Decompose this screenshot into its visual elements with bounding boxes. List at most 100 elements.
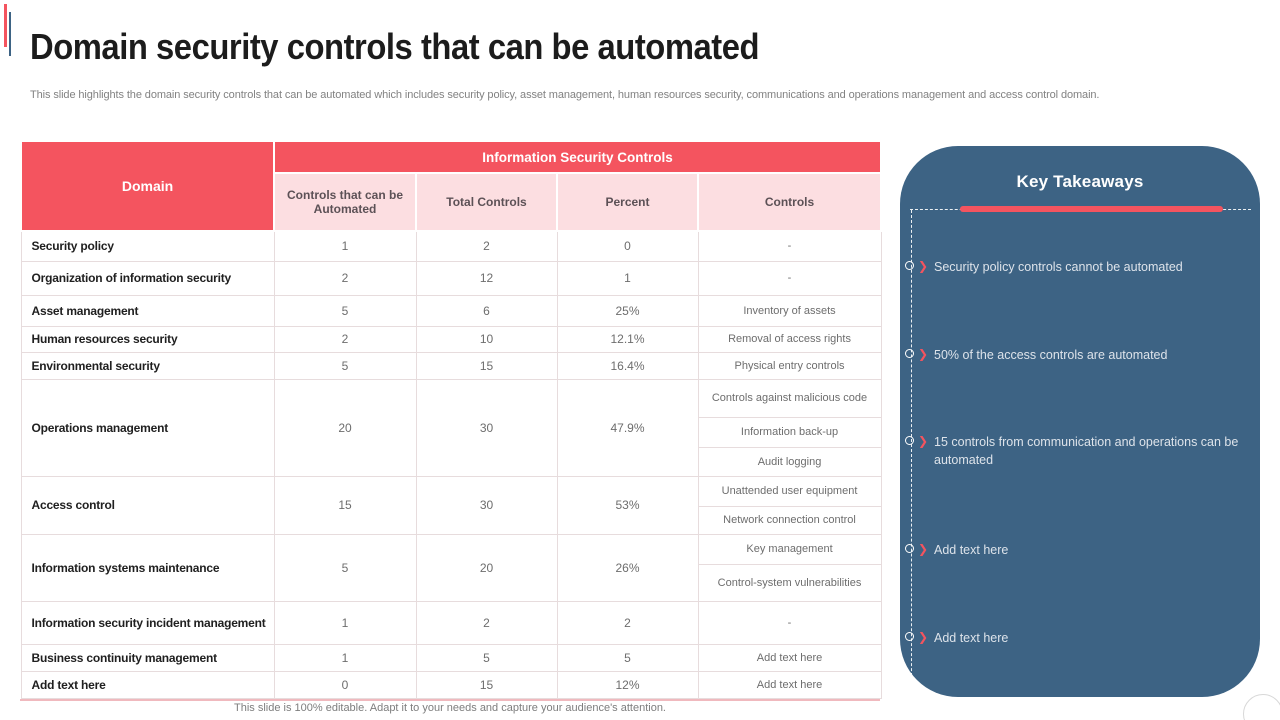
group-header-cell: Information Security Controls bbox=[272, 140, 883, 174]
control-cell: Physical entry controls bbox=[697, 351, 882, 380]
control-cell: - bbox=[697, 230, 882, 262]
table-row: Information security incident management… bbox=[20, 600, 882, 645]
takeaway-item-label: Security policy controls cannot be autom… bbox=[934, 260, 1183, 274]
percent-cell: 12.1% bbox=[556, 325, 699, 353]
control-cell: Removal of access rights bbox=[697, 325, 882, 353]
control-cell: Information back-up bbox=[697, 416, 882, 448]
percent-cell: 12% bbox=[556, 670, 699, 699]
control-cell: Key management bbox=[697, 533, 882, 565]
total-controls-cell: 12 bbox=[415, 260, 558, 296]
bullet-chevron-icon: ❯ bbox=[918, 259, 929, 273]
subheader-controls-automated: Controls that can be Automated bbox=[273, 172, 417, 232]
total-controls-cell: 2 bbox=[415, 230, 558, 262]
takeaway-item: ❯ Security policy controls cannot be auto… bbox=[905, 258, 1248, 276]
title-accent-blue-bar bbox=[9, 12, 11, 56]
control-cell: Controls against malicious code bbox=[697, 378, 882, 418]
table-row: Access control 15 30 53% Unattended user equ… bbox=[20, 475, 882, 535]
control-cell: Control-system vulnerabilities bbox=[697, 563, 882, 602]
table-row: Information back-up bbox=[21, 416, 882, 448]
table-row: Add text here 0 15 12% Add text here bbox=[20, 670, 882, 699]
domain-header-cell: Domain bbox=[20, 140, 275, 232]
total-controls-cell: 2 bbox=[415, 600, 558, 645]
takeaways-red-underline bbox=[960, 206, 1223, 212]
bullet-circle-icon bbox=[905, 544, 914, 553]
key-takeaways-panel: Key Takeaways ❯ Security policy controls … bbox=[900, 146, 1260, 697]
domain-cell: Security policy bbox=[20, 230, 275, 262]
percent-cell: 1 bbox=[556, 260, 699, 296]
percent-cell: 5 bbox=[556, 643, 699, 672]
automated-count-cell: 5 bbox=[273, 533, 417, 602]
total-controls-cell: 20 bbox=[415, 533, 558, 602]
subheader-total-controls: Total Controls bbox=[415, 172, 558, 232]
automated-count-cell: 1 bbox=[273, 600, 417, 645]
automated-count-cell: 2 bbox=[273, 260, 417, 296]
takeaway-item: ❯ 50% of the access controls are automate… bbox=[905, 346, 1248, 364]
takeaway-item[interactable]: ❯ Add text here bbox=[905, 629, 1248, 647]
takeaway-item-label: Add text here bbox=[934, 631, 1009, 645]
subheader-percent: Percent bbox=[556, 172, 699, 232]
domain-cell[interactable]: Add text here bbox=[20, 670, 275, 699]
table-row: Environmental security 5 15 16.4% Physical e… bbox=[20, 351, 882, 380]
takeaway-item[interactable]: ❯ Add text here bbox=[905, 541, 1248, 559]
control-cell[interactable]: Add text here bbox=[697, 643, 882, 672]
takeaways-vertical-dashed-line bbox=[911, 210, 912, 686]
table-row: Security policy 1 2 0- bbox=[20, 230, 882, 262]
bullet-circle-icon bbox=[905, 632, 914, 641]
total-controls-cell: 6 bbox=[415, 294, 558, 327]
domain-cell: Operations management bbox=[20, 378, 275, 477]
domain-cell: Access control bbox=[20, 475, 275, 535]
table-row: Information systems maintenance 5 20 26% Key… bbox=[20, 533, 882, 602]
bullet-chevron-icon: ❯ bbox=[918, 347, 929, 361]
takeaway-item: ❯ 15 controls from communication and oper… bbox=[905, 433, 1248, 469]
percent-cell: 47.9% bbox=[556, 378, 699, 477]
control-cell: Network connection control bbox=[697, 505, 882, 535]
domain-cell: Information systems maintenance bbox=[20, 533, 275, 602]
percent-cell: 16.4% bbox=[556, 351, 699, 380]
automated-count-cell: 1 bbox=[273, 230, 417, 262]
table-subheader-row: Controls that can be Automated Total Con… bbox=[21, 172, 883, 232]
domain-cell: Asset management bbox=[20, 294, 275, 327]
table-body: Security policy 1 2 0- Organization of infor… bbox=[20, 230, 882, 699]
control-cell: - bbox=[697, 260, 882, 296]
slide-subtitle: This slide highlights the domain securit… bbox=[30, 89, 1100, 101]
domain-cell: Organization of information security bbox=[20, 260, 275, 296]
table-row: Human resources security 2 10 12.1% Removal … bbox=[20, 325, 882, 353]
total-controls-cell: 30 bbox=[415, 378, 558, 477]
percent-cell: 53% bbox=[556, 475, 699, 535]
table-row: Business continuity management 1 5 5 Add tex… bbox=[20, 643, 882, 672]
percent-cell: 0 bbox=[556, 230, 699, 262]
domain-cell: Human resources security bbox=[20, 325, 275, 353]
percent-cell: 2 bbox=[556, 600, 699, 645]
domain-cell: Environmental security bbox=[20, 351, 275, 380]
editable-note: This slide is 100% editable. Adapt it to… bbox=[234, 702, 666, 714]
corner-circle-decoration bbox=[1243, 694, 1280, 720]
bullet-circle-icon bbox=[905, 261, 914, 270]
total-controls-cell: 30 bbox=[415, 475, 558, 535]
bullet-chevron-icon: ❯ bbox=[918, 630, 929, 644]
bullet-chevron-icon: ❯ bbox=[918, 434, 929, 448]
table-row: Organization of information security 2 12 1… bbox=[20, 260, 882, 296]
security-controls-table: Domain Information Security Controls Con… bbox=[20, 140, 883, 701]
control-cell: Inventory of assets bbox=[697, 294, 882, 327]
percent-cell: 25% bbox=[556, 294, 699, 327]
automated-count-cell: 2 bbox=[273, 325, 417, 353]
takeaway-item-label: 15 controls from communication and opera… bbox=[934, 435, 1239, 467]
table-row: Operations management 20 30 47.9% Controls a… bbox=[20, 378, 882, 477]
takeaway-item-label: Add text here bbox=[934, 543, 1009, 557]
total-controls-cell: 5 bbox=[415, 643, 558, 672]
control-cell: - bbox=[697, 600, 882, 645]
control-cell[interactable]: Add text here bbox=[697, 670, 882, 699]
total-controls-cell: 15 bbox=[415, 670, 558, 699]
automated-count-cell: 1 bbox=[273, 643, 417, 672]
control-cell: Audit logging bbox=[697, 446, 882, 477]
table-header-row: Domain Information Security Controls bbox=[20, 140, 883, 232]
table-row: Asset management 5 6 25% Inventory of assets bbox=[20, 294, 882, 327]
percent-cell: 26% bbox=[556, 533, 699, 602]
automated-count-cell: 0 bbox=[273, 670, 417, 699]
control-cell: Unattended user equipment bbox=[697, 475, 882, 507]
title-accent-red-bar bbox=[4, 4, 7, 47]
automated-count-cell: 5 bbox=[273, 351, 417, 380]
total-controls-cell: 15 bbox=[415, 351, 558, 380]
key-takeaways-title: Key Takeaways bbox=[1016, 172, 1144, 191]
